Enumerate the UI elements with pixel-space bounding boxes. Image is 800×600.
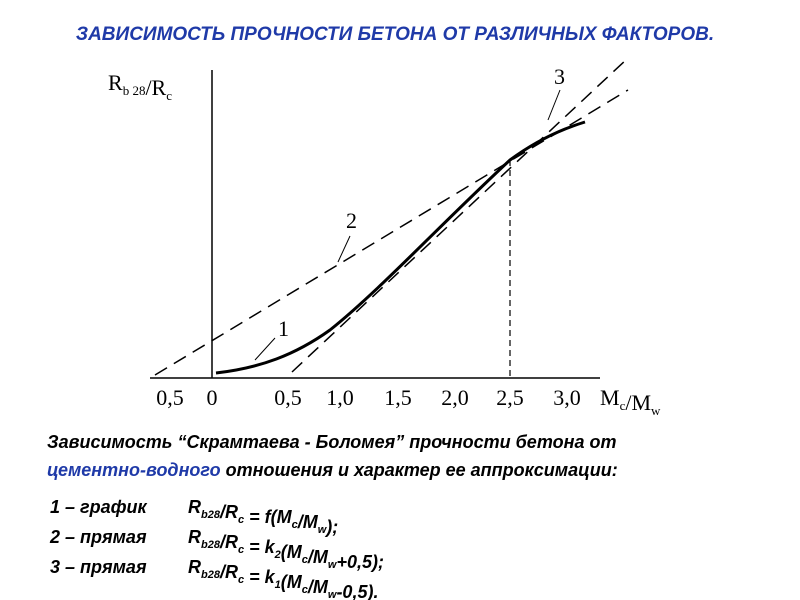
leader-3 [547, 89, 561, 121]
subscript: c [302, 554, 308, 566]
text-part: -0,5). [336, 582, 378, 600]
caption-text: отношения и характер ее аппроксимации: [221, 460, 618, 480]
item-label: 1 – график [50, 497, 148, 517]
text-part: /M [625, 390, 651, 415]
x-axis-label: Mc/Mw [600, 385, 661, 418]
leader-1 [254, 337, 276, 361]
text-part: R [188, 557, 201, 577]
text-part: /M [307, 547, 329, 567]
subscript: 2 [274, 549, 281, 561]
text-part: /R [219, 562, 238, 582]
subscript: b28 [201, 539, 221, 551]
x-tick-label: 0,5 [274, 385, 302, 410]
subscript: b28 [201, 509, 221, 521]
text-part: (M [281, 572, 303, 592]
subscript: b 28 [123, 83, 146, 98]
subscript: b28 [201, 569, 221, 581]
formula: Rb28/Rc = k2(Mc/Mw+0,5); [188, 527, 384, 572]
text-part: = f(M [244, 507, 293, 527]
subscript: c [620, 398, 626, 413]
formula: Rb28/Rc = k1(Mc/Mw-0,5). [188, 557, 378, 600]
text-part: R [188, 497, 201, 517]
text-part: R [188, 527, 201, 547]
item-label: 2 – прямая [49, 527, 147, 547]
text-part: /M [307, 577, 329, 597]
text-part: /M [297, 512, 319, 532]
subscript: c [166, 88, 172, 103]
subscript: w [318, 524, 328, 536]
text-part: ); [324, 517, 338, 537]
text-part: /R [219, 502, 238, 522]
subscript: w [651, 403, 661, 418]
x-tick-label: 0 [207, 385, 218, 410]
subscript: c [238, 514, 244, 526]
text-part: /R [145, 75, 166, 100]
text-part: /R [219, 532, 238, 552]
x-tick-label: 3,0 [553, 385, 581, 410]
diagram [150, 57, 629, 379]
title: ЗАВИСИМОСТЬ ПРОЧНОСТИ БЕТОНА ОТ РАЗЛИЧНЫ… [76, 24, 714, 45]
text-part: (M [281, 542, 303, 562]
text-part: M [600, 385, 620, 410]
curve-label: 2 [346, 208, 357, 233]
line-2 [154, 89, 629, 376]
item-label: 3 – прямая [50, 557, 147, 577]
subscript: w [328, 559, 338, 571]
formula: Rb28/Rc = f(Mc/Mw); [188, 497, 338, 537]
caption-line: цементно-водного отношения и характер ее… [47, 460, 618, 480]
x-tick-label: 0,5 [156, 385, 184, 410]
y-axis-label: Rb 28/Rc [108, 70, 172, 103]
text-part: R [108, 70, 123, 95]
subscript: 1 [275, 579, 281, 591]
text-part: = k [244, 537, 276, 557]
subscript: c [292, 519, 298, 531]
text-part: = k [244, 567, 276, 587]
highlight: цементно-водного [47, 460, 221, 480]
subscript: c [238, 574, 244, 586]
x-tick-label: 1,5 [384, 385, 412, 410]
curve-label: 3 [554, 64, 565, 89]
curve-label: 1 [278, 316, 289, 341]
text-part: +0,5); [336, 552, 384, 572]
leader-2 [337, 235, 351, 263]
subscript: c [238, 544, 244, 556]
caption-line: Зависимость “Скрамтаева - Боломея” прочн… [47, 432, 616, 452]
line-3 [291, 57, 629, 373]
subscript: c [302, 584, 308, 596]
curve-1 [215, 120, 586, 375]
subscript: w [328, 589, 338, 600]
x-tick-label: 2,0 [441, 385, 469, 410]
x-tick-label: 1,0 [326, 385, 354, 410]
x-tick-label: 2,5 [496, 385, 524, 410]
